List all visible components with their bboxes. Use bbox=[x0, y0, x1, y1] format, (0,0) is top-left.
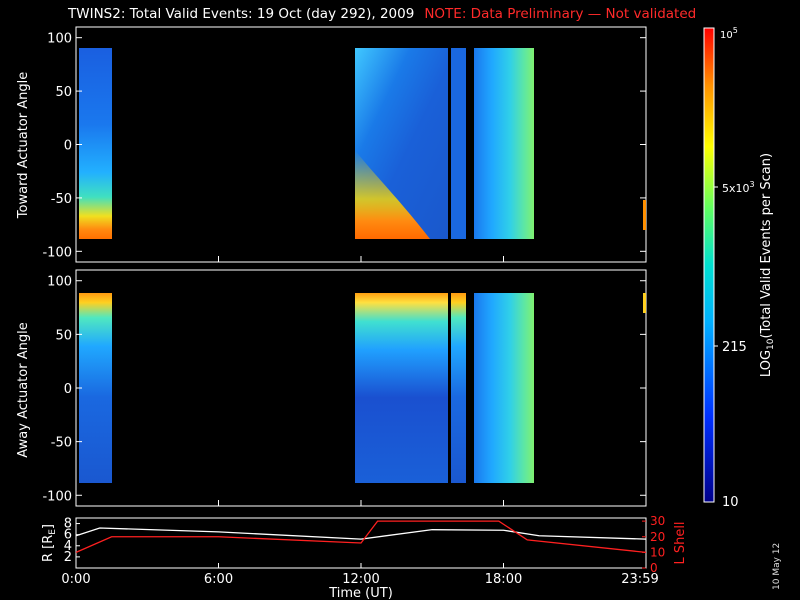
time-xtick-label: 12:00 bbox=[342, 572, 379, 587]
away-ylabel: Away Actuator Angle bbox=[16, 322, 31, 457]
lshell-series-line bbox=[75, 520, 647, 554]
colorbar-tick-215: 215 bbox=[722, 340, 747, 355]
lshell-ytick-label: 10 bbox=[650, 545, 665, 559]
radius-ytick-label: 4 bbox=[64, 539, 72, 554]
away-y-ticks: 100 50 0 -50 -100 bbox=[42, 275, 647, 506]
away-block-narrow bbox=[451, 293, 466, 483]
toward-ytick-label: -100 bbox=[42, 245, 72, 260]
away-ytick-label: 50 bbox=[55, 328, 72, 343]
plot-title: TWINS2: Total Valid Events: 19 Oct (day … bbox=[68, 6, 696, 22]
toward-block-early bbox=[79, 48, 112, 239]
away-ytick-label: -50 bbox=[51, 436, 72, 451]
away-ytick-label: -100 bbox=[42, 489, 72, 504]
toward-block-late bbox=[474, 48, 534, 239]
colorbar-label: LOG10(Total Valid Events per Scan) bbox=[759, 153, 776, 377]
time-xtick-label: 0:00 bbox=[61, 572, 90, 587]
away-ytick-label: 100 bbox=[47, 275, 72, 290]
time-xtick-label: 6:00 bbox=[204, 572, 233, 587]
away-ytick-label: 0 bbox=[64, 382, 72, 397]
colorbar-tick-top: 105 bbox=[720, 26, 738, 41]
toward-ytick-label: 0 bbox=[64, 139, 72, 154]
colorbar-tick-5e3: 5x103 bbox=[722, 180, 755, 195]
lshell-ylabel: L Shell bbox=[673, 521, 688, 564]
radius-ytick-label: 8 bbox=[64, 517, 72, 532]
away-block-main bbox=[355, 293, 448, 483]
preliminary-note: NOTE: Data Preliminary — Not validated bbox=[424, 6, 697, 22]
away-edge-sliver bbox=[643, 293, 646, 313]
toward-ytick-label: 50 bbox=[55, 85, 72, 100]
toward-panel: 100 50 0 -50 -100 Toward Actuator Angle bbox=[16, 26, 647, 263]
toward-y-ticks: 100 50 0 -50 -100 bbox=[42, 32, 647, 262]
away-block-late bbox=[474, 293, 534, 483]
away-block-early bbox=[79, 293, 112, 483]
toward-block-narrow bbox=[451, 48, 466, 239]
toward-high-count-region bbox=[355, 150, 430, 239]
title-text: TWINS2: Total Valid Events: 19 Oct (day … bbox=[68, 6, 415, 22]
ephemeris-lines bbox=[75, 520, 647, 554]
radius-ytick-label: 6 bbox=[64, 528, 72, 543]
radius-ytick-label: 2 bbox=[64, 550, 72, 565]
away-panel: 100 50 0 -50 -100 Away Actuator Angle bbox=[16, 269, 647, 507]
colorbar: 105 5x103 215 10 LOG10(Total Valid Event… bbox=[703, 26, 776, 510]
lshell-ytick-label: 30 bbox=[650, 514, 665, 528]
time-xtick-label: 18:00 bbox=[485, 572, 522, 587]
time-xtick-label: 23:59 bbox=[621, 572, 658, 587]
lshell-ytick-label: 20 bbox=[650, 530, 665, 544]
date-stamp: 10 May 12 bbox=[772, 542, 782, 590]
lshell-ytick-label: 0 bbox=[650, 561, 658, 575]
toward-ytick-label: -50 bbox=[51, 192, 72, 207]
toward-ytick-label: 100 bbox=[47, 32, 72, 47]
toward-edge-sliver bbox=[643, 200, 646, 230]
radius-ylabel: R [RE] bbox=[41, 524, 58, 562]
colorbar-gradient bbox=[703, 27, 715, 503]
toward-ylabel: Toward Actuator Angle bbox=[16, 72, 31, 219]
time-xlabel: Time (UT) bbox=[328, 586, 393, 600]
colorbar-tick-bottom: 10 bbox=[722, 495, 739, 510]
radius-series-line bbox=[75, 527, 647, 540]
